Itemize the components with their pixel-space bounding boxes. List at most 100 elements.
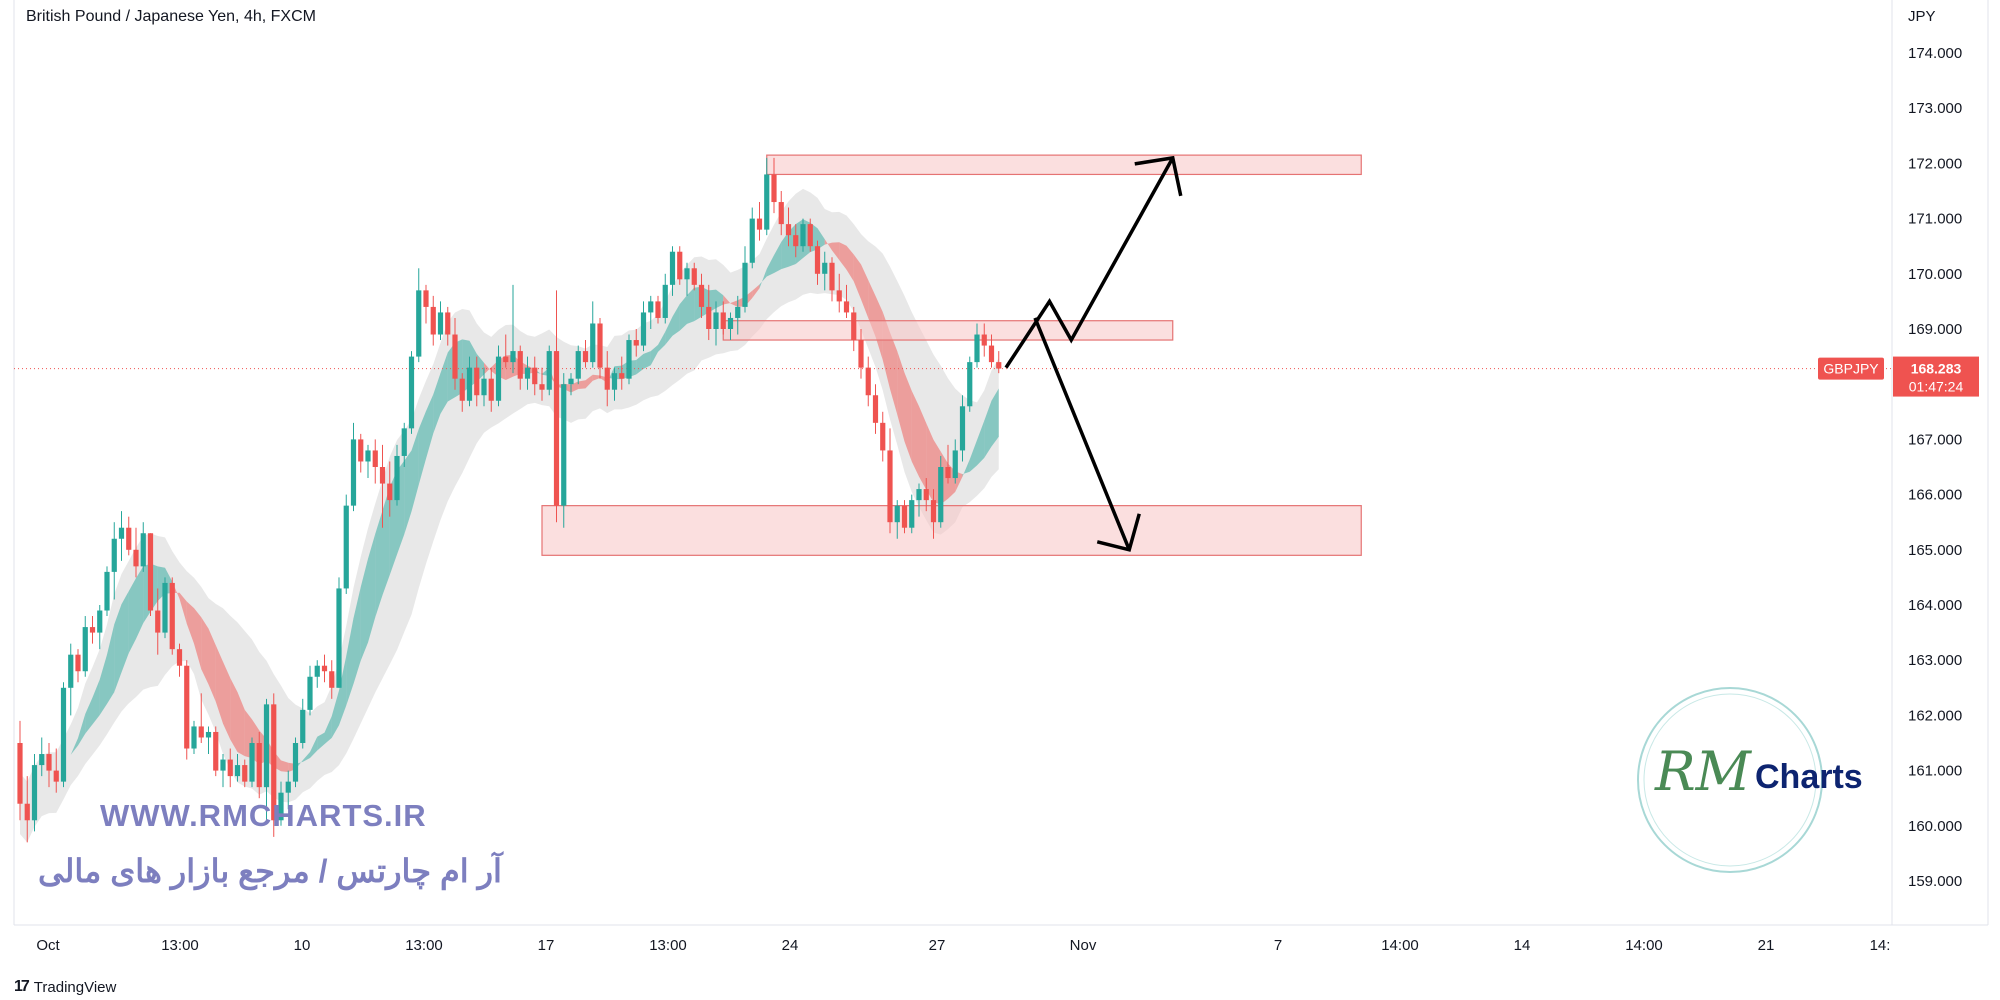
- candle-body: [495, 356, 502, 401]
- ma-ribbon-segment: [136, 566, 144, 639]
- tradingview-brand[interactable]: 17 TradingView: [14, 978, 116, 996]
- candle-body: [640, 312, 647, 346]
- candle-body: [336, 588, 342, 688]
- candle-body: [104, 571, 110, 611]
- watermark-tagline: آر ام چارتس / مرجع بازار های مالی: [38, 853, 502, 889]
- candle-body: [880, 422, 886, 451]
- ma-envelope: [20, 188, 999, 843]
- supply-demand-zones: [14, 154, 1892, 556]
- price-tick-label: 169.000: [1908, 321, 1962, 338]
- candle-body: [510, 351, 516, 363]
- ma-ribbon-segment: [723, 295, 731, 305]
- candle-body: [735, 306, 741, 318]
- ma-ribbon-segment: [730, 300, 738, 307]
- ma-ribbon-segment: [817, 228, 825, 250]
- candle-body: [887, 450, 893, 523]
- bar-countdown-label: 01:47:24: [1909, 379, 1964, 395]
- candle-body: [756, 218, 763, 230]
- price-tick-label: 162.000: [1908, 707, 1962, 724]
- price-tick-label: 163.000: [1908, 652, 1962, 669]
- candle-body: [836, 290, 842, 302]
- candle-body: [575, 351, 581, 379]
- arrow-down-head: [1096, 513, 1141, 552]
- last-price-label: 168.283: [1911, 361, 1962, 377]
- time-tick-label: 14:00: [1625, 937, 1663, 954]
- candle-body: [162, 582, 168, 633]
- candle-body: [582, 351, 589, 363]
- ma-ribbon-segment: [585, 374, 593, 389]
- candle-body: [706, 306, 712, 329]
- price-tick-label: 166.000: [1908, 487, 1962, 504]
- candle-body: [285, 781, 291, 793]
- ma-ribbon-segment: [708, 289, 716, 313]
- candle-body: [430, 306, 436, 335]
- time-tick-label: 13:00: [649, 937, 687, 954]
- candle-body: [865, 367, 871, 396]
- candle-body: [800, 224, 806, 247]
- ma-ribbon-segment: [926, 423, 934, 503]
- candle-body: [981, 334, 987, 346]
- candle-body: [263, 704, 270, 788]
- ma-ribbon-segment: [426, 394, 434, 459]
- candle-body: [155, 610, 161, 633]
- time-tick-label: 13:00: [405, 937, 443, 954]
- time-tick-label: 7: [1274, 937, 1282, 954]
- ma-ribbon-segment: [281, 760, 289, 772]
- ma-ribbon-bands: [20, 188, 999, 843]
- candle-body: [872, 395, 879, 423]
- candle-body: [916, 489, 922, 501]
- candle-body: [481, 378, 487, 396]
- ma-ribbon-segment: [440, 352, 448, 414]
- candle-body: [669, 251, 676, 285]
- candle-body: [379, 467, 386, 484]
- ma-ribbon-segment: [194, 608, 202, 670]
- candle-body: [843, 301, 850, 313]
- candle-body: [691, 268, 697, 285]
- candle-body: [307, 676, 313, 710]
- candle-body: [851, 312, 857, 341]
- symbol-tag: GBPJPY: [1823, 361, 1879, 377]
- price-tick-label: 173.000: [1908, 100, 1962, 117]
- price-zone: [722, 320, 1174, 341]
- ma-ribbon-segment: [92, 679, 100, 725]
- price-tick-label: 174.000: [1908, 45, 1962, 62]
- candle-body: [648, 301, 654, 313]
- candle-body: [938, 467, 944, 523]
- candle-body: [517, 351, 523, 379]
- candle-body: [111, 538, 117, 572]
- candle-body: [17, 743, 23, 804]
- ma-ribbon-segment: [665, 316, 673, 345]
- ma-ribbon-segment: [85, 697, 93, 734]
- candle-body: [532, 367, 538, 385]
- ma-ribbon-segment: [752, 284, 760, 298]
- candle-body: [191, 726, 197, 749]
- time-tick-label: 14: [1514, 937, 1531, 954]
- candle-body: [829, 262, 835, 291]
- watermark-url: WWW.RMCHARTS.IR: [100, 798, 427, 833]
- candle-body: [97, 610, 103, 633]
- candle-body: [503, 356, 509, 363]
- candle-body: [205, 731, 212, 738]
- time-axis: Oct 13:00 10 13:00 17 13:00 24 27 Nov 7 14:00 14 14:…: [36, 937, 1890, 954]
- time-tick-label: 21: [1758, 937, 1775, 954]
- candle-body: [118, 527, 125, 539]
- candle-body: [727, 317, 734, 329]
- candle-body: [749, 218, 755, 263]
- time-tick-label: Nov: [1070, 937, 1097, 954]
- candle-body: [553, 351, 560, 506]
- candle-body: [256, 743, 262, 788]
- ma-ribbon-segment: [650, 344, 658, 366]
- candle-body: [198, 726, 204, 738]
- candle-body: [452, 334, 458, 379]
- candle-body: [771, 174, 777, 203]
- ma-ribbon-segment: [107, 624, 115, 704]
- candle-body: [394, 455, 400, 501]
- time-tick-label: 10: [294, 937, 311, 954]
- price-tick-label: 164.000: [1908, 597, 1962, 614]
- candle-body: [227, 759, 233, 777]
- tradingview-label: TradingView: [33, 978, 117, 996]
- candle-body: [807, 224, 813, 247]
- candle-body: [329, 671, 335, 688]
- candle-body: [894, 505, 900, 523]
